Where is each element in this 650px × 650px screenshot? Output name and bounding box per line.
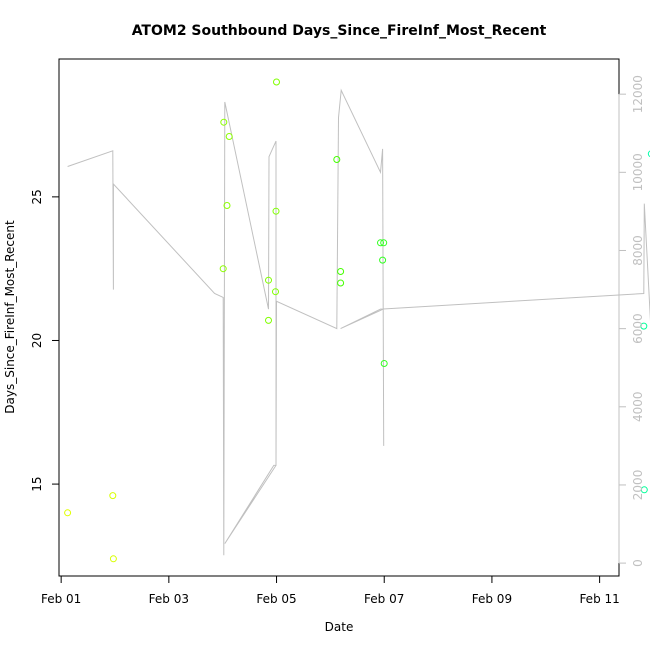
scatter-point (640, 486, 648, 494)
scatter-point (337, 268, 345, 275)
y2-tick-label: 2000 (631, 470, 645, 501)
scatter-point (265, 316, 272, 324)
scatter-point (379, 256, 387, 264)
scatter-point (109, 555, 117, 563)
y2-tick-label: 6000 (631, 313, 645, 344)
secondary-series-line (67, 88, 650, 556)
scatter-points (64, 78, 650, 563)
y-tick-label: 15 (30, 476, 44, 491)
y2-axis: 0 2000 4000 6000 8000 10000 12000 (618, 75, 645, 567)
plot-frame (58, 58, 620, 577)
scatter-point (109, 492, 117, 500)
y-axis-label: Days_Since_FireInf_Most_Recent (3, 220, 17, 414)
x-tick-label: Feb 11 (579, 592, 619, 606)
scatter-point (225, 133, 233, 140)
scatter-point (273, 78, 280, 86)
scatter-point (272, 288, 279, 296)
scatter-point (265, 276, 272, 284)
y-tick-label: 20 (30, 333, 44, 348)
secondary-line (67, 88, 650, 556)
x-tick-label: Feb 07 (364, 592, 404, 606)
y2-tick-label: 8000 (631, 235, 645, 266)
scatter-point (223, 202, 231, 209)
x-axis-label: Date (325, 620, 354, 634)
y2-tick-label: 4000 (631, 392, 645, 423)
scatter-point (272, 207, 280, 215)
scatter-point (64, 509, 72, 517)
y2-tick-label: 12000 (631, 75, 645, 113)
y-axis: 15 20 25 (30, 189, 60, 492)
x-axis: Feb 01 Feb 03 Feb 05 Feb 07 Feb 09 Feb 11 (41, 575, 620, 606)
scatter-point (337, 279, 345, 287)
x-tick-label: Feb 01 (41, 592, 81, 606)
y2-tick-label: 10000 (631, 153, 645, 191)
y2-tick-label: 0 (631, 559, 645, 567)
scatter-point (640, 322, 648, 330)
scatter-point (380, 239, 388, 247)
x-tick-label: Feb 09 (472, 592, 512, 606)
scatter-point (380, 360, 388, 367)
x-tick-label: Feb 03 (149, 592, 189, 606)
scatter-point (220, 118, 228, 126)
scatter-point (647, 150, 650, 158)
scatter-point (333, 156, 341, 163)
scatter-point (377, 239, 384, 247)
y-tick-label: 25 (30, 189, 44, 204)
chart-title: ATOM2 Southbound Days_Since_FireInf_Most… (132, 23, 547, 39)
x-tick-label: Feb 05 (256, 592, 296, 606)
scatter-point (219, 265, 227, 273)
